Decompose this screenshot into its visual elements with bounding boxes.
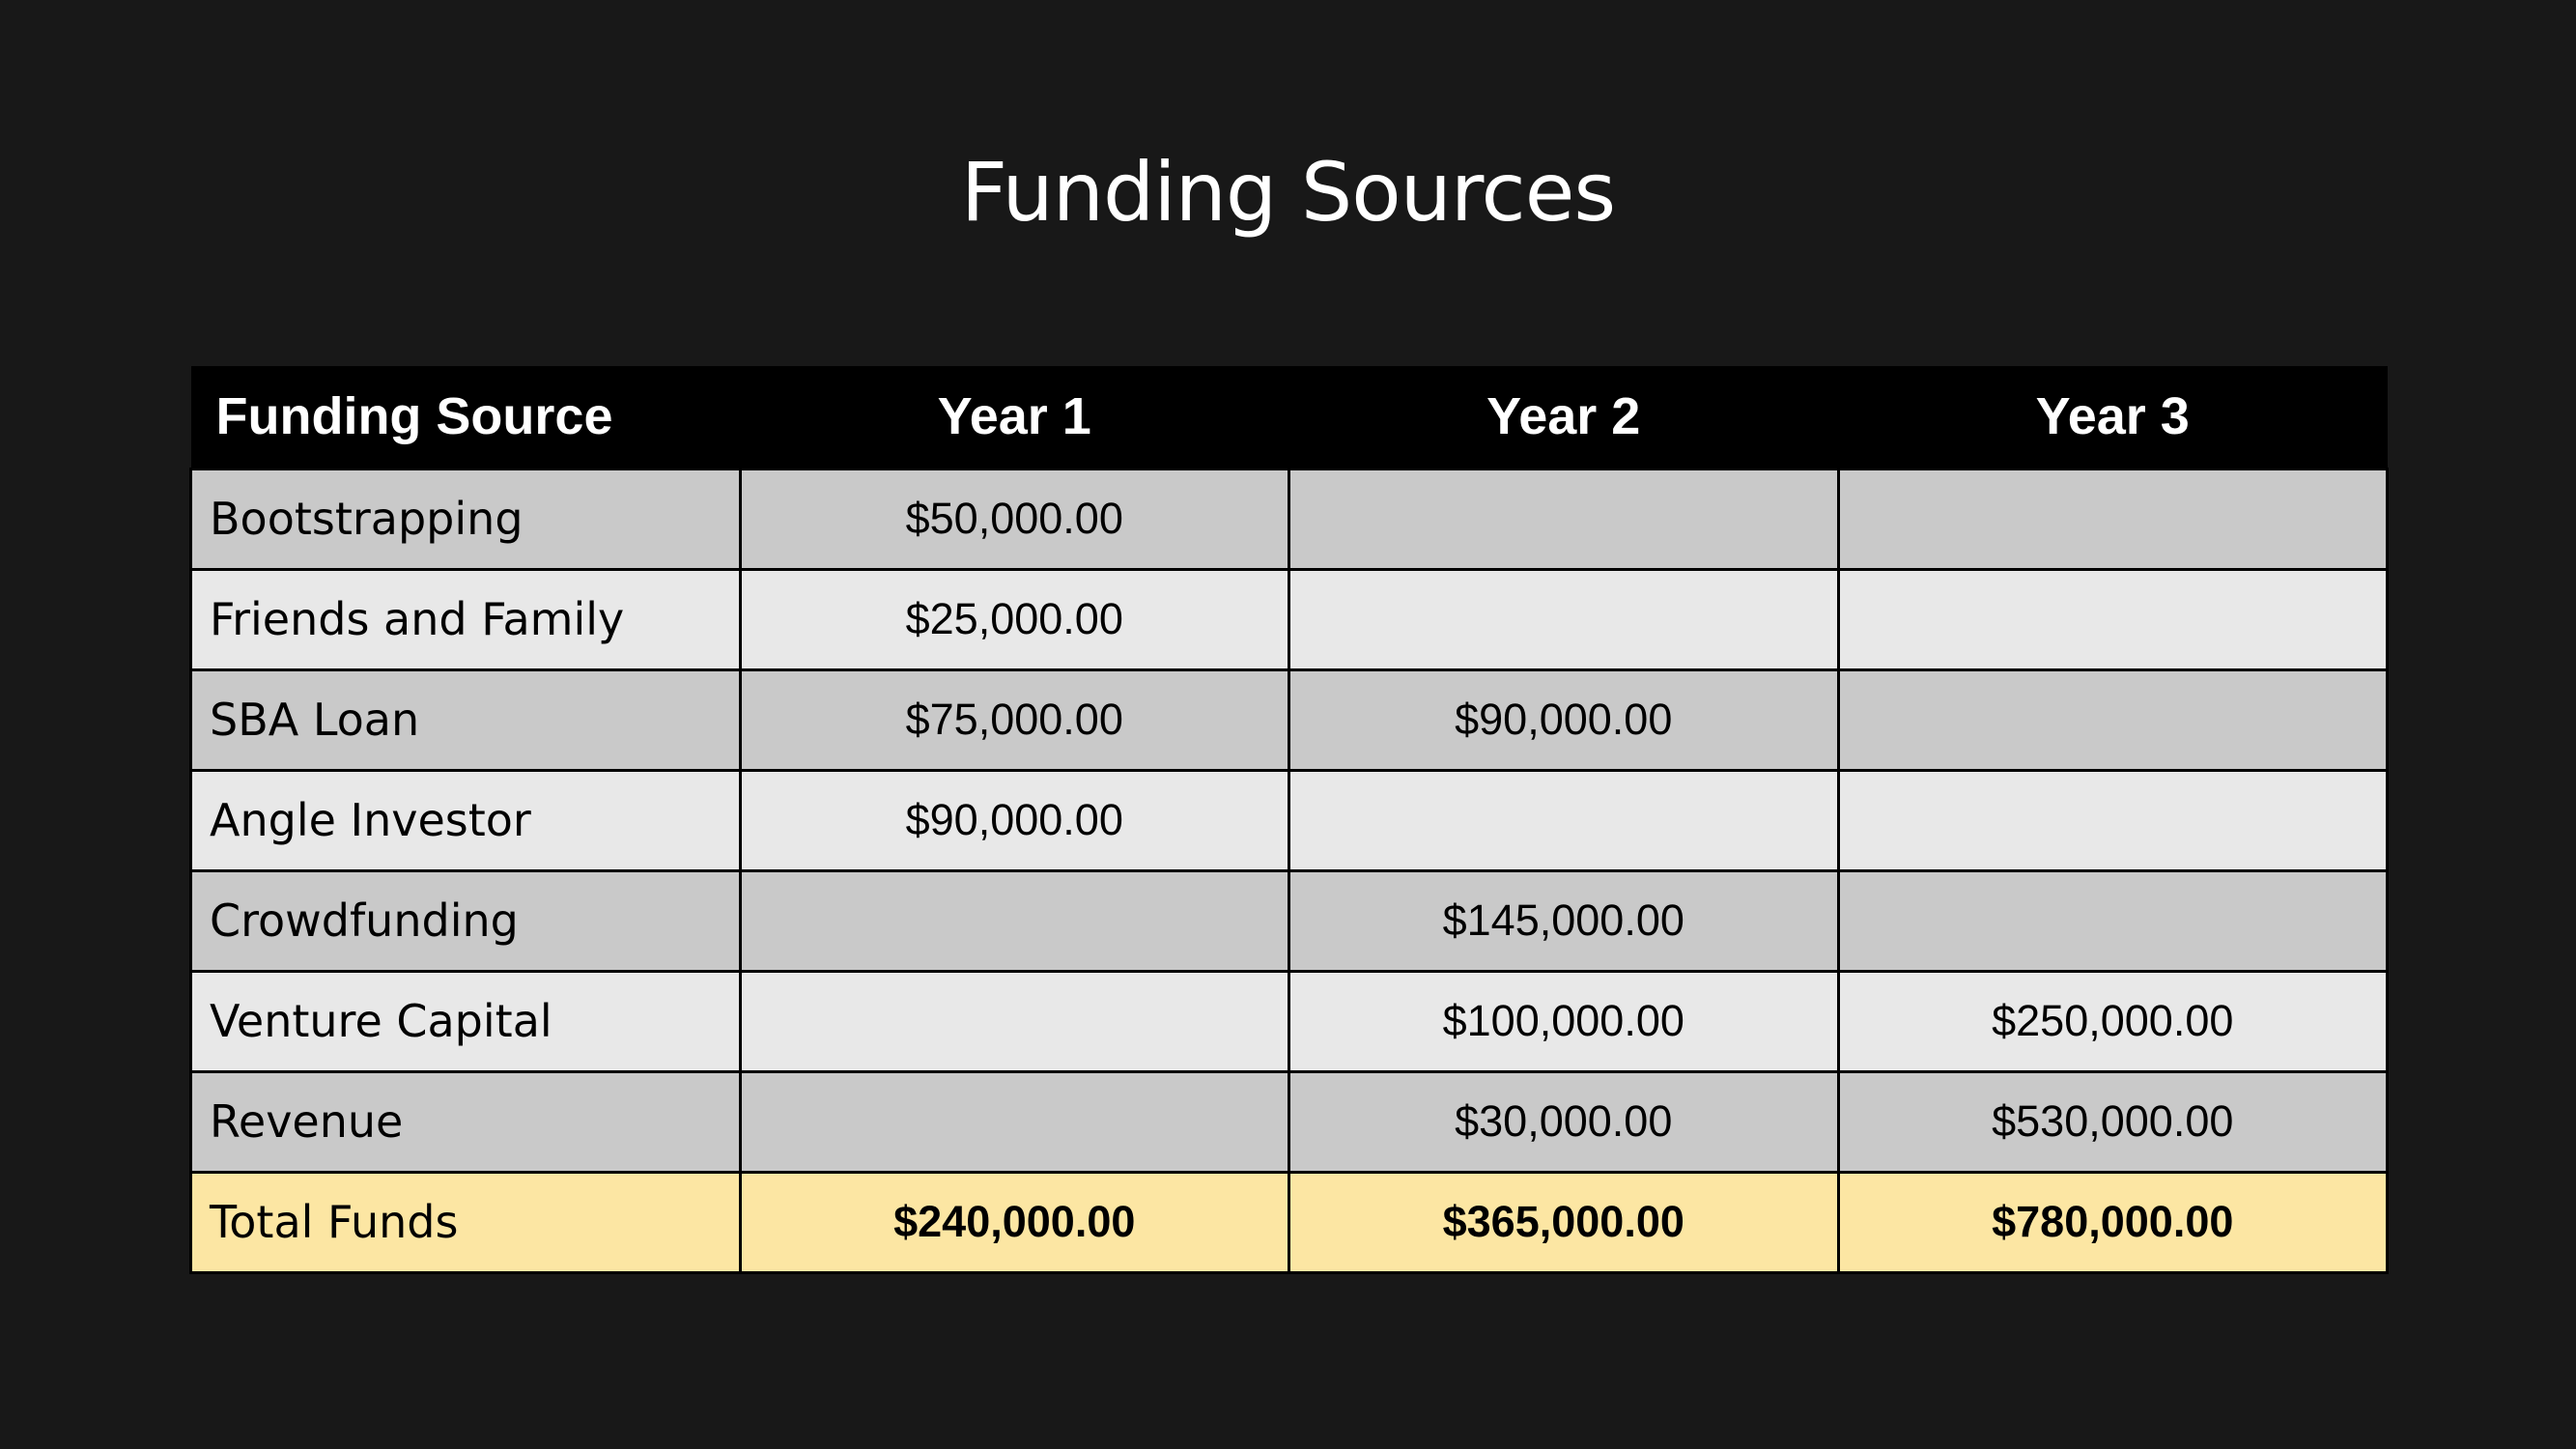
row-year3 bbox=[1836, 768, 2389, 872]
row-year3 bbox=[1836, 868, 2389, 973]
header-year-3: Year 3 bbox=[2035, 387, 2190, 446]
row-year3: $250,000.00 bbox=[1836, 969, 2389, 1073]
row-year2: $145,000.00 bbox=[1288, 868, 1840, 973]
row-source: Bootstrapping bbox=[189, 467, 742, 571]
row-source: SBA Loan bbox=[189, 668, 742, 772]
row-year2 bbox=[1288, 768, 1840, 872]
row-year1: $50,000.00 bbox=[738, 467, 1290, 571]
row-year1 bbox=[738, 969, 1290, 1073]
row-year3 bbox=[1836, 668, 2389, 772]
row-year2: $90,000.00 bbox=[1288, 668, 1840, 772]
table-row: Bootstrapping $50,000.00 bbox=[189, 467, 2389, 571]
table-row: Revenue $30,000.00 $530,000.00 bbox=[189, 1069, 2389, 1174]
row-year1: $25,000.00 bbox=[738, 567, 1290, 671]
row-year1: $75,000.00 bbox=[738, 668, 1290, 772]
row-year3 bbox=[1836, 467, 2389, 571]
row-source: Friends and Family bbox=[189, 567, 742, 671]
row-year2: $30,000.00 bbox=[1288, 1069, 1840, 1174]
row-year2: $100,000.00 bbox=[1288, 969, 1840, 1073]
total-year3: $780,000.00 bbox=[1836, 1170, 2389, 1274]
funding-table: Funding Source Year 1 Year 2 Year 3 Boot… bbox=[189, 366, 2389, 1274]
total-year2: $365,000.00 bbox=[1288, 1170, 1840, 1274]
total-label: Total Funds bbox=[189, 1170, 742, 1274]
total-year1: $240,000.00 bbox=[738, 1170, 1290, 1274]
table-row: Friends and Family $25,000.00 bbox=[189, 567, 2389, 671]
row-source: Venture Capital bbox=[189, 969, 742, 1073]
row-year1 bbox=[738, 1069, 1290, 1174]
row-source: Revenue bbox=[189, 1069, 742, 1174]
table-row: Venture Capital $100,000.00 $250,000.00 bbox=[189, 969, 2389, 1073]
page-title: Funding Sources bbox=[960, 145, 1616, 240]
header-year-1: Year 1 bbox=[937, 387, 1091, 446]
total-row: Total Funds $240,000.00 $365,000.00 $780… bbox=[189, 1170, 2389, 1274]
table-row: Angle Investor $90,000.00 bbox=[189, 768, 2389, 872]
row-year2 bbox=[1288, 467, 1840, 571]
row-year2 bbox=[1288, 567, 1840, 671]
table-row: SBA Loan $75,000.00 $90,000.00 bbox=[189, 668, 2389, 772]
row-year1 bbox=[738, 868, 1290, 973]
table-header-row: Funding Source Year 1 Year 2 Year 3 bbox=[190, 366, 2388, 469]
row-year1: $90,000.00 bbox=[738, 768, 1290, 872]
table-row: Crowdfunding $145,000.00 bbox=[189, 868, 2389, 973]
row-year3 bbox=[1836, 567, 2389, 671]
row-source: Crowdfunding bbox=[189, 868, 742, 973]
header-year-2: Year 2 bbox=[1486, 387, 1641, 446]
header-funding-source: Funding Source bbox=[215, 387, 613, 446]
row-source: Angle Investor bbox=[189, 768, 742, 872]
row-year3: $530,000.00 bbox=[1836, 1069, 2389, 1174]
